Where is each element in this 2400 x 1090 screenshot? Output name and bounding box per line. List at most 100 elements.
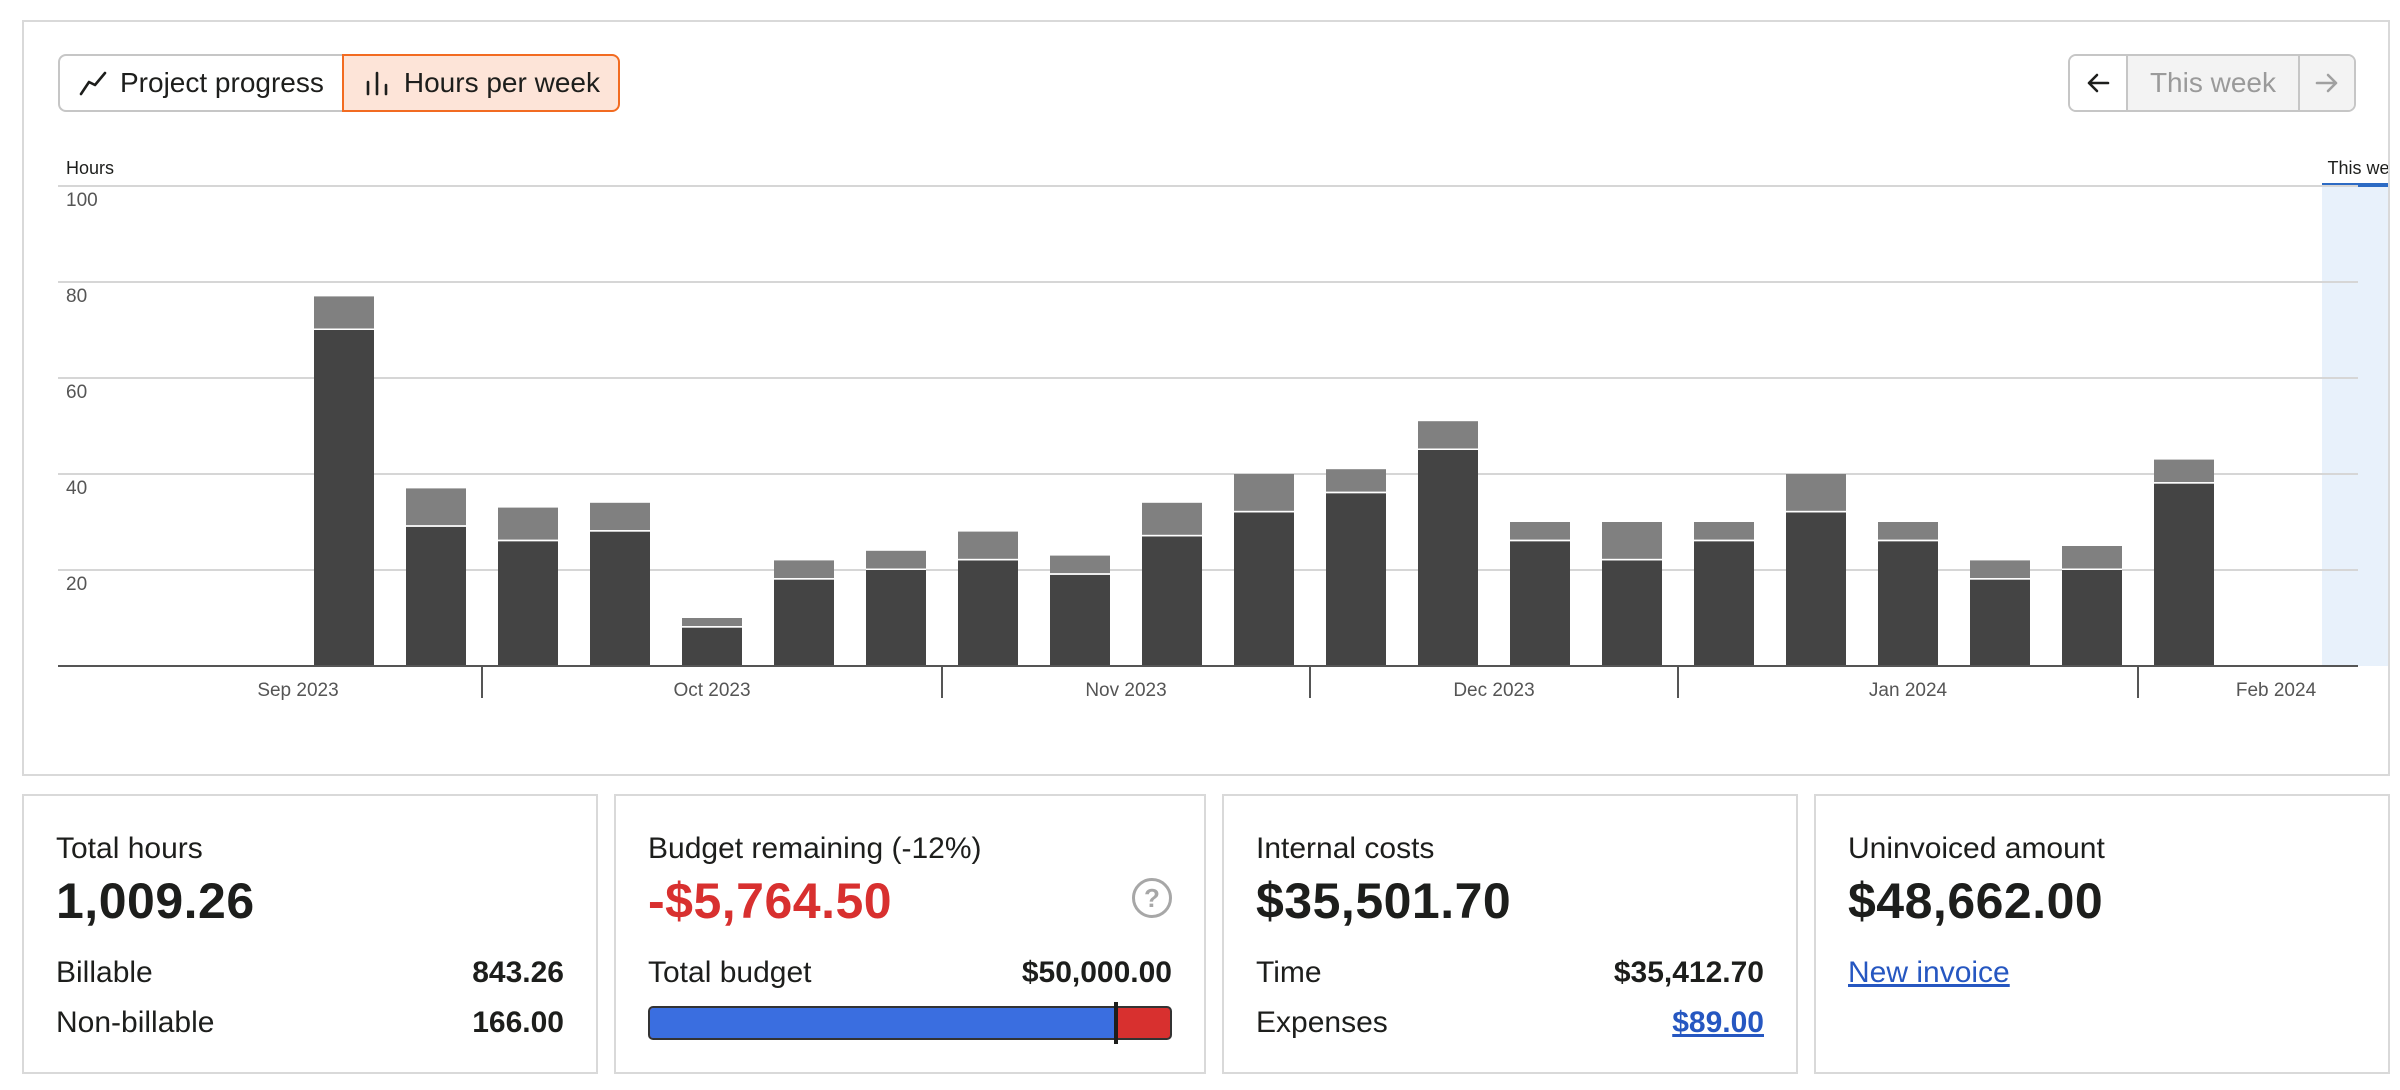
time-cost-value: $35,412.70: [1613, 956, 1764, 989]
bar-nonbillable: [1418, 421, 1478, 449]
nonbillable-row: Non-billable 166.00: [56, 1006, 564, 1040]
bar-billable: [314, 330, 374, 666]
previous-week-button[interactable]: [2069, 56, 2126, 110]
internal-costs-card: Internal costs $35,501.70 Time $35,412.7…: [1222, 794, 1798, 1074]
arrow-right-icon: [2315, 73, 2338, 93]
new-invoice-link[interactable]: New invoice: [1848, 956, 2010, 989]
internal-costs-value: $35,501.70: [1256, 873, 1512, 929]
x-group-label: Jan 2024: [1869, 680, 1948, 701]
hours-chart-panel: This week 20 40 60 80 100 Hours Sep 2023 Oct 202…: [22, 20, 2390, 776]
bar-nonbillable: [1786, 474, 1846, 511]
bar-billable: [498, 541, 558, 666]
bar-billable: [406, 526, 466, 666]
bar-billable: [1694, 541, 1754, 666]
new-invoice-row: New invoice: [1848, 956, 2356, 990]
expenses-label: Expenses: [1256, 1006, 1388, 1039]
bar-billable: [1418, 450, 1478, 666]
bar-nonbillable: [1970, 560, 2030, 579]
bar-nonbillable: [590, 502, 650, 531]
bar-nonbillable: [2062, 546, 2122, 569]
bar-billable: [1234, 512, 1294, 666]
next-week-button[interactable]: [2298, 56, 2354, 110]
hours-per-week-button[interactable]: Hours per week: [341, 54, 620, 112]
x-group-label: Oct 2023: [673, 680, 750, 701]
bar-billable: [682, 627, 742, 666]
bar-billable: [1786, 512, 1846, 666]
bar-billable: [1050, 574, 1110, 666]
week-navigator: This week: [2067, 54, 2356, 112]
bar-nonbillable: [866, 550, 926, 569]
uninvoiced-card: Uninvoiced amount $48,662.00 New invoice: [1814, 794, 2390, 1074]
bar-billable: [1602, 560, 1662, 666]
line-chart-icon: [79, 71, 107, 96]
time-cost-label: Time: [1256, 956, 1322, 989]
bar-billable: [1142, 536, 1202, 666]
current-week-label: This week: [2125, 56, 2298, 110]
hours-per-week-label: Hours per week: [403, 67, 600, 98]
billable-value: 843.26: [472, 956, 564, 989]
y-tick-label: 100: [66, 190, 98, 211]
hours-per-week-chart: This week 20 40 60 80 100 Hours Sep 2023 Oct 202…: [58, 158, 2388, 701]
bar-nonbillable: [1234, 474, 1294, 511]
billable-row: Billable 843.26: [56, 956, 564, 990]
chart-view-toggle: Project progress Hours per week: [58, 54, 620, 112]
budget-remaining-title: Budget remaining (-12%): [648, 832, 982, 865]
arrow-left-icon: [2087, 73, 2110, 93]
bar-billable: [958, 560, 1018, 666]
y-tick-label: 20: [66, 574, 87, 595]
bar-nonbillable: [1510, 522, 1570, 540]
y-axis-title: Hours: [66, 158, 114, 178]
y-tick-label: 60: [66, 382, 87, 403]
help-icon[interactable]: ?: [1132, 878, 1172, 918]
expenses-link[interactable]: $89.00: [1672, 1006, 1764, 1039]
uninvoiced-value: $48,662.00: [1848, 873, 2104, 929]
nonbillable-value: 166.00: [472, 1006, 564, 1039]
nonbillable-label: Non-billable: [56, 1006, 215, 1039]
budget-spent-fill: [650, 1008, 1115, 1038]
total-hours-card: Total hours 1,009.26 Billable 843.26 Non…: [22, 794, 598, 1074]
uninvoiced-title: Uninvoiced amount: [1848, 832, 2105, 865]
time-cost-row: Time $35,412.70: [1256, 956, 1764, 990]
total-budget-value: $50,000.00: [1021, 956, 1172, 989]
y-tick-label: 40: [66, 478, 87, 499]
x-group-label: Feb 2024: [2236, 680, 2317, 701]
bar-billable: [1878, 541, 1938, 666]
bar-billable: [2154, 483, 2214, 666]
bar-nonbillable: [1326, 469, 1386, 492]
x-group-label: Sep 2023: [257, 680, 338, 701]
budget-remaining-value: -$5,764.50: [648, 873, 893, 929]
bar-nonbillable: [498, 507, 558, 540]
budget-limit-marker: [1114, 1002, 1119, 1044]
bar-nonbillable: [958, 531, 1018, 559]
bar-billable: [1326, 493, 1386, 666]
budget-card: Budget remaining (-12%) -$5,764.50 ? Tot…: [614, 794, 1206, 1074]
bar-billable: [2062, 570, 2122, 666]
bar-nonbillable: [1878, 522, 1938, 540]
total-budget-label: Total budget: [648, 956, 812, 989]
bar-nonbillable: [314, 296, 374, 329]
x-group-label: Dec 2023: [1453, 680, 1534, 701]
bar-billable: [1970, 579, 2030, 666]
bar-chart-icon: [366, 71, 388, 96]
bar-nonbillable: [774, 560, 834, 579]
bar-nonbillable: [1142, 502, 1202, 535]
bar-nonbillable: [2154, 459, 2214, 483]
billable-label: Billable: [56, 956, 153, 989]
bar-billable: [590, 531, 650, 666]
expenses-row: Expenses $89.00: [1256, 1006, 1764, 1040]
bar-billable: [866, 570, 926, 666]
bar-nonbillable: [1694, 522, 1754, 540]
bar-billable: [1510, 541, 1570, 666]
this-week-highlight: [2322, 186, 2388, 666]
bar-billable: [774, 579, 834, 666]
bar-nonbillable: [1050, 555, 1110, 574]
bar-nonbillable: [682, 618, 742, 627]
total-budget-row: Total budget $50,000.00: [648, 956, 1172, 990]
project-progress-button[interactable]: Project progress: [58, 54, 342, 112]
x-group-label: Nov 2023: [1085, 680, 1166, 701]
budget-progress-bar: [648, 1006, 1172, 1040]
bar-nonbillable: [406, 488, 466, 526]
total-hours-title: Total hours: [56, 832, 203, 865]
y-tick-label: 80: [66, 286, 87, 307]
this-week-label: This week: [2327, 158, 2388, 178]
